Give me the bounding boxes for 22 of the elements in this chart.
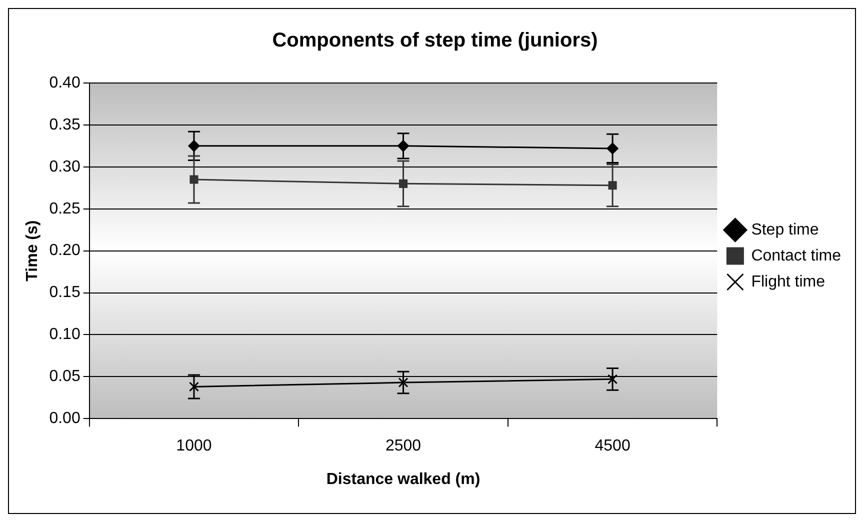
x-tick-label: 1000 — [176, 438, 212, 455]
y-tick-label: 0.40 — [49, 74, 80, 92]
point — [608, 374, 618, 384]
y-tick-label: 0.20 — [49, 242, 80, 260]
y-tick-label: 0.00 — [49, 410, 80, 428]
y-tick-label: 0.25 — [49, 200, 80, 218]
x-tick-label: 2500 — [385, 438, 422, 455]
y-tick-label: 0.35 — [49, 116, 80, 134]
chart-title: Components of step time (juniors) — [272, 30, 598, 52]
y-tick-label: 0.15 — [49, 284, 80, 302]
point — [398, 378, 408, 388]
y-tick-label: 0.05 — [49, 368, 80, 386]
y-tick-label: 0.10 — [49, 326, 80, 344]
legend-label: Step time — [751, 221, 819, 238]
legend-label: Contact time — [751, 247, 842, 264]
y-axis-title: Time (s) — [24, 220, 42, 282]
x-tick-label: 4500 — [594, 438, 630, 455]
point — [190, 175, 198, 184]
x-axis-title: Distance walked (m) — [326, 470, 480, 488]
y-tick-label: 0.30 — [49, 158, 80, 176]
legend-label: Flight time — [751, 273, 826, 290]
point — [188, 382, 199, 392]
